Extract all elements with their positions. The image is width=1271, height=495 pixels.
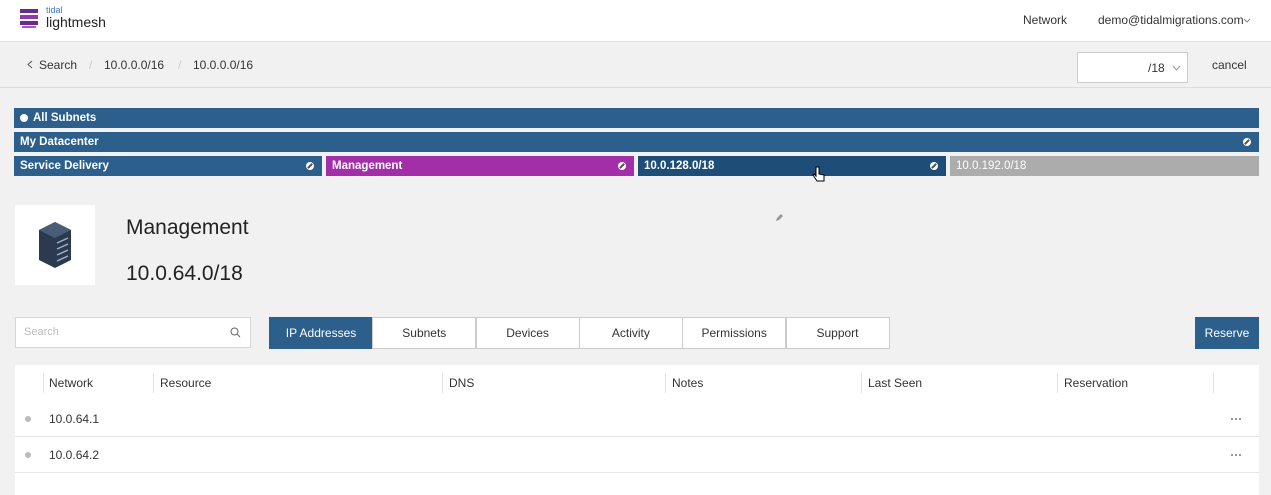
subnet-cidr: 10.0.64.0/18 bbox=[126, 262, 243, 285]
tab[interactable]: Devices bbox=[475, 317, 580, 349]
tab[interactable]: Support bbox=[785, 317, 890, 349]
column-header[interactable]: Last Seen bbox=[868, 376, 923, 390]
subnet-level2[interactable]: Service Delivery bbox=[14, 156, 322, 176]
column-header[interactable]: Network bbox=[49, 376, 94, 390]
tab[interactable]: Subnets bbox=[372, 317, 477, 349]
back-chevron bbox=[27, 60, 33, 69]
device-icon-box bbox=[15, 205, 95, 285]
subnet-level1[interactable]: My Datacenter bbox=[14, 132, 1259, 152]
status-dot bbox=[25, 416, 31, 422]
cursor bbox=[812, 166, 825, 182]
user-menu[interactable]: demo@tidalmigrations.com bbox=[1098, 13, 1244, 27]
logo[interactable]: lightmesh bbox=[46, 14, 106, 30]
subnet-label: Management bbox=[332, 160, 403, 172]
column-divider bbox=[1057, 373, 1058, 393]
body: tidal lightmesh Network demo@tidalmigrat… bbox=[0, 0, 1271, 484]
column-divider bbox=[1213, 373, 1214, 393]
row-divider bbox=[15, 472, 1259, 473]
menu-dot bbox=[1235, 418, 1237, 420]
subnet-label: All Subnets bbox=[33, 112, 97, 124]
ip-table bbox=[15, 365, 1259, 495]
subnet-root[interactable]: All Subnets bbox=[14, 108, 1259, 128]
menu-dot bbox=[1235, 454, 1237, 456]
close-icon[interactable] bbox=[930, 162, 938, 170]
page: lightmesh {"header": {"logo_small": "tid… bbox=[0, 0, 1271, 484]
column-header[interactable]: Notes bbox=[672, 376, 704, 390]
nav-link[interactable]: Network bbox=[1023, 13, 1068, 27]
edit-icon[interactable] bbox=[775, 213, 784, 222]
column-header[interactable]: DNS bbox=[449, 376, 475, 390]
subnet-level2[interactable]: Management bbox=[326, 156, 634, 176]
status-dot bbox=[25, 452, 31, 458]
close-icon[interactable] bbox=[1243, 138, 1251, 146]
subnet-level2[interactable]: 10.0.128.0/18 bbox=[638, 156, 946, 176]
top-bar: tidal lightmesh Network demo@tidalmigrat… bbox=[0, 0, 1271, 42]
root-dot bbox=[20, 114, 28, 122]
prefix-select[interactable]: /18 bbox=[1077, 52, 1188, 83]
breadcrumb-bar: Search / 10.0.0.0/16 / 10.0.0.0/16 /18 c… bbox=[0, 42, 1271, 88]
row-menu[interactable] bbox=[1231, 454, 1241, 456]
subnet-label: 10.0.128.0/18 bbox=[644, 160, 715, 172]
column-divider bbox=[665, 373, 666, 393]
cancel-link[interactable]: cancel bbox=[1212, 58, 1247, 72]
menu-dot bbox=[1231, 418, 1233, 420]
button-label: Reserve bbox=[1204, 326, 1250, 340]
column-header[interactable]: Resource bbox=[160, 376, 212, 390]
search-icon bbox=[230, 327, 241, 338]
menu-dot bbox=[1239, 454, 1241, 456]
crumb-item[interactable]: 10.0.0.0/16 bbox=[193, 58, 254, 72]
column-header[interactable]: Reservation bbox=[1064, 376, 1129, 390]
close-icon[interactable] bbox=[618, 162, 626, 170]
close-icon[interactable] bbox=[306, 162, 314, 170]
column-divider bbox=[43, 373, 44, 393]
row-divider bbox=[15, 436, 1259, 437]
subnet-label: My Datacenter bbox=[20, 136, 99, 148]
cell: 10.0.64.2 bbox=[49, 448, 100, 462]
search-input[interactable]: Search bbox=[15, 317, 251, 348]
select-caret bbox=[1172, 65, 1181, 71]
crumb-item[interactable]: 10.0.0.0/16 bbox=[104, 58, 165, 72]
tab[interactable]: Activity bbox=[578, 317, 683, 349]
column-divider bbox=[442, 373, 443, 393]
crumb-divider: / bbox=[89, 58, 93, 72]
subnet-label: 10.0.192.0/18 bbox=[956, 160, 1027, 172]
prefix-value: /18 bbox=[1148, 61, 1165, 75]
menu-dot bbox=[1231, 454, 1233, 456]
back-link[interactable]: Search bbox=[39, 58, 78, 72]
logo-small: tidal bbox=[46, 5, 63, 15]
user-caret bbox=[1243, 18, 1251, 23]
cell: 10.0.64.1 bbox=[49, 412, 100, 426]
reserve-button[interactable]: Reserve bbox=[1195, 317, 1259, 349]
tab[interactable]: IP Addresses bbox=[269, 317, 373, 349]
subnet-level2[interactable]: 10.0.192.0/18 bbox=[950, 156, 1259, 176]
crumb-divider: / bbox=[178, 58, 182, 72]
subnet-name: Management bbox=[126, 216, 249, 239]
subnet-label: Service Delivery bbox=[20, 160, 109, 172]
column-divider bbox=[153, 373, 154, 393]
column-divider bbox=[861, 373, 862, 393]
row-menu[interactable] bbox=[1231, 418, 1241, 420]
server-icon bbox=[39, 222, 71, 268]
logo-icon bbox=[20, 9, 38, 28]
menu-dot bbox=[1239, 418, 1241, 420]
search-placeholder: Search bbox=[24, 326, 59, 338]
tab[interactable]: Permissions bbox=[682, 317, 787, 349]
